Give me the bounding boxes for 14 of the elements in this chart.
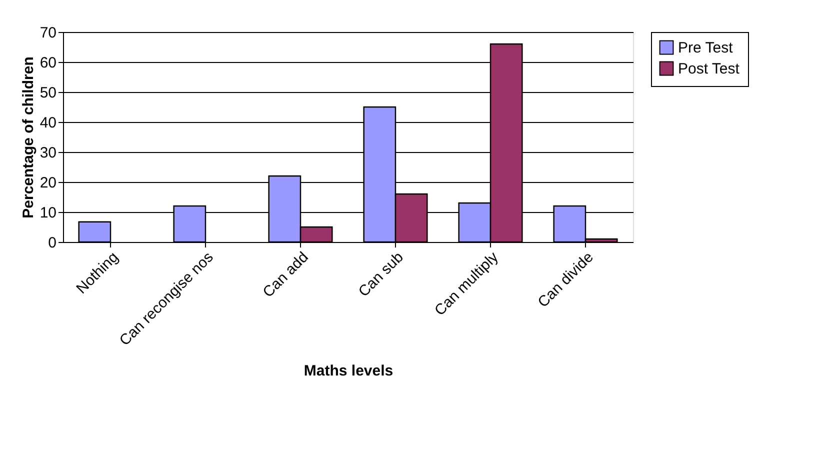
y-axis-title: Percentage of children bbox=[20, 56, 37, 218]
y-tick-label: 30 bbox=[40, 144, 56, 162]
legend-label: Pre Test bbox=[678, 40, 734, 56]
x-tick-label: Can add bbox=[260, 248, 312, 301]
y-tick-label: 0 bbox=[48, 234, 56, 252]
y-tick-label: 10 bbox=[40, 204, 56, 222]
legend-label: Post Test bbox=[678, 60, 740, 78]
y-tick-label: 60 bbox=[40, 54, 56, 72]
y-tick-label: 70 bbox=[40, 24, 56, 42]
y-tick-label: 50 bbox=[40, 84, 56, 102]
y-tick-label: 20 bbox=[40, 174, 56, 192]
x-tick-label: Can sub bbox=[355, 248, 407, 300]
x-axis-title: Maths levels bbox=[304, 362, 394, 380]
y-tick-label: 40 bbox=[40, 114, 56, 132]
